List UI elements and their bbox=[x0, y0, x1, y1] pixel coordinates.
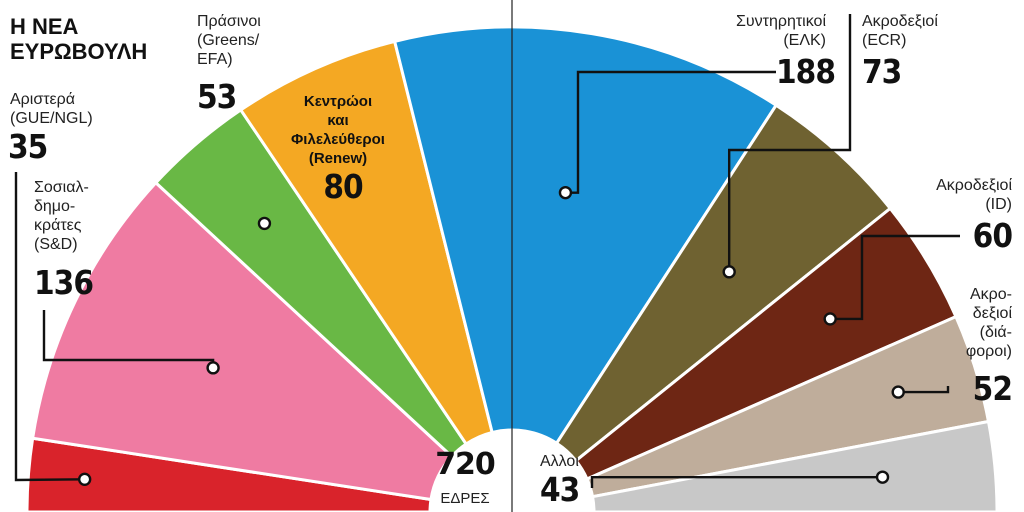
sd-name-1: Σοσιαλ- bbox=[34, 179, 89, 196]
id-abbr: (ID) bbox=[985, 196, 1012, 213]
leader-dot-ni bbox=[891, 385, 905, 399]
leader-line-id bbox=[830, 234, 960, 321]
leader-line-ni bbox=[898, 386, 950, 394]
total-seats-label: ΕΔΡΕΣ bbox=[440, 490, 490, 507]
renew-name-3: Φιλελεύθεροι bbox=[291, 131, 385, 148]
leader-line-ecr bbox=[727, 14, 852, 272]
ecr-abbr: (ECR) bbox=[862, 32, 907, 49]
ni-name-3: (διά- bbox=[979, 324, 1012, 341]
gue-label: Αριστερά (GUE/NGL) bbox=[10, 90, 93, 128]
others-label: Αλλοι bbox=[540, 453, 579, 470]
wedge-sd bbox=[31, 181, 454, 502]
renew-name-2: και bbox=[327, 112, 349, 129]
gue-abbr: (GUE/NGL) bbox=[10, 110, 93, 127]
leader-line-gue bbox=[14, 172, 85, 482]
id-seat-count: 60 bbox=[972, 216, 1013, 255]
epp-abbr: (ΕΛΚ) bbox=[783, 32, 826, 49]
ni-name-1: Ακρο- bbox=[970, 286, 1012, 303]
gue-name: Αριστερά bbox=[10, 91, 76, 108]
renew-name-1: Κεντρώοι bbox=[303, 93, 373, 110]
greens-name: Πράσινοι bbox=[197, 13, 261, 30]
epp-seat-count: 188 bbox=[776, 52, 836, 91]
greens-label: Πράσινοι (Greens/ EFA) bbox=[197, 12, 261, 69]
leader-dot-gue bbox=[77, 472, 92, 487]
wedge-ecr bbox=[555, 103, 892, 463]
ni-seat-count: 52 bbox=[972, 369, 1013, 408]
title-line-2: ΕΥΡΩΒΟΥΛΗ bbox=[10, 39, 148, 64]
leader-line-others bbox=[590, 475, 883, 488]
leader-dot-sd bbox=[206, 361, 220, 375]
total-seats-value: 720 bbox=[435, 447, 496, 482]
leader-dot-epp bbox=[558, 185, 573, 200]
sd-abbr: (S&D) bbox=[34, 236, 78, 253]
ni-name-4: φοροι) bbox=[965, 343, 1012, 360]
ecr-label: Ακροδεξιοί (ECR) bbox=[862, 12, 938, 50]
leader-dot-id bbox=[823, 312, 837, 326]
chart-title: Η ΝΕΑ ΕΥΡΩΒΟΥΛΗ bbox=[10, 14, 147, 64]
ni-label: Ακρο- δεξιοί (διά- φοροι) bbox=[920, 285, 1012, 361]
id-name: Ακροδεξιοί bbox=[936, 177, 1012, 194]
epp-name: Συντηρητικοί bbox=[736, 13, 826, 30]
title-line-1: Η ΝΕΑ bbox=[10, 14, 79, 39]
id-label: Ακροδεξιοί (ID) bbox=[860, 176, 1012, 214]
gue-seat-count: 35 bbox=[8, 127, 48, 166]
greens-seat-count: 53 bbox=[197, 77, 237, 116]
leader-dot-greens bbox=[257, 216, 272, 231]
epp-label: Συντηρητικοί (ΕΛΚ) bbox=[680, 12, 826, 50]
wedge-epp bbox=[393, 25, 778, 445]
sd-label: Σοσιαλ- δημο- κράτες (S&D) bbox=[34, 178, 89, 254]
sd-name-2: δημο- bbox=[34, 198, 76, 215]
ecr-seat-count: 73 bbox=[862, 52, 902, 91]
renew-seat-count: 80 bbox=[323, 167, 363, 206]
ecr-name: Ακροδεξιοί bbox=[862, 13, 938, 30]
greens-abbr-2: EFA) bbox=[197, 51, 233, 68]
wedge-greens bbox=[154, 108, 468, 458]
sd-seat-count: 136 bbox=[34, 263, 94, 302]
renew-abbr: (Renew) bbox=[308, 150, 368, 167]
sd-name-3: κράτες bbox=[34, 217, 82, 234]
greens-abbr-1: (Greens/ bbox=[197, 32, 260, 49]
renew-label: Κεντρώοι και Φιλελεύθεροι (Renew) bbox=[270, 92, 406, 168]
ni-name-2: δεξιοί bbox=[972, 305, 1012, 322]
wedge-renew bbox=[239, 39, 494, 446]
leader-dot-ecr bbox=[722, 265, 736, 279]
others-seat-count: 43 bbox=[540, 470, 580, 509]
leader-dot-others bbox=[875, 470, 890, 484]
